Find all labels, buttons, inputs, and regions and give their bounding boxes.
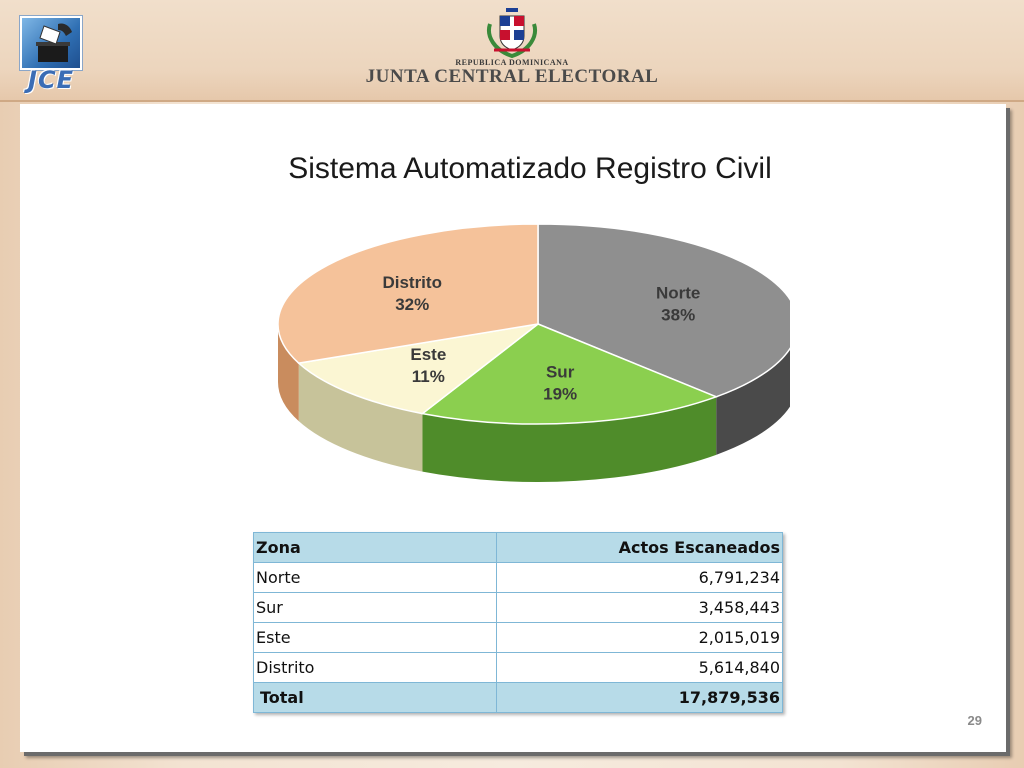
table-row: Este 2,015,019 xyxy=(253,622,783,653)
pie-slice-este xyxy=(297,323,539,415)
pie-percent-distrito: 32% xyxy=(395,295,429,314)
table-row: Distrito 5,614,840 xyxy=(253,652,783,683)
pie-side-sur xyxy=(422,396,717,482)
country-caption: REPUBLICA DOMINICANA xyxy=(455,58,569,67)
row-value: 2,015,019 xyxy=(496,622,783,653)
header-zona: Zona xyxy=(253,532,497,563)
pie-label-distrito: Distrito xyxy=(382,273,442,292)
slide-panel: Sistema Automatizado Registro Civil Nort… xyxy=(20,104,1006,752)
table-total-row: Total 17,879,536 xyxy=(253,682,783,713)
jce-logo: JCE xyxy=(16,14,86,94)
pie-side-distrito xyxy=(278,324,299,422)
row-zone: Sur xyxy=(253,592,497,623)
header-actos-escaneados: Actos Escaneados xyxy=(496,532,783,563)
table-header-row: Zona Actos Escaneados xyxy=(253,532,783,563)
pie-label-este: Este xyxy=(410,345,446,364)
row-zone: Este xyxy=(253,622,497,653)
row-value: 6,791,234 xyxy=(496,562,783,593)
total-value: 17,879,536 xyxy=(496,682,783,713)
table-row: Norte 6,791,234 xyxy=(253,562,783,593)
row-value: 5,614,840 xyxy=(496,652,783,683)
row-value: 3,458,443 xyxy=(496,592,783,623)
pie-label-norte: Norte xyxy=(656,284,700,303)
pie-slice-sur xyxy=(420,323,719,425)
pie-side-este xyxy=(298,363,423,472)
row-zone: Norte xyxy=(253,562,497,593)
pie-chart: Norte 38% Sur 19% Este 11% Distrito 32% xyxy=(277,223,790,482)
ballot-box-icon xyxy=(20,16,82,70)
table-row: Sur 3,458,443 xyxy=(253,592,783,623)
slide-title: Sistema Automatizado Registro Civil xyxy=(288,152,772,185)
page-number: 29 xyxy=(967,713,982,728)
pie-label-sur: Sur xyxy=(546,362,575,381)
header-banner: JCE REPUBLICA DOMINICANA JUNTA CENTRAL E… xyxy=(0,0,1024,102)
pie-slice-distrito xyxy=(277,223,539,364)
jce-logo-text: JCE xyxy=(28,66,74,94)
coat-of-arms-icon xyxy=(484,6,540,59)
pie-slice-norte xyxy=(537,223,790,398)
pie-percent-sur: 19% xyxy=(543,384,577,403)
organization-title: JUNTA CENTRAL ELECTORAL xyxy=(365,66,659,87)
pie-side-norte xyxy=(716,348,790,455)
pie-percent-este: 11% xyxy=(412,367,445,386)
total-label: Total xyxy=(253,682,497,713)
data-table: Zona Actos Escaneados Norte 6,791,234 Su… xyxy=(253,532,783,713)
row-zone: Distrito xyxy=(253,652,497,683)
pie-percent-norte: 38% xyxy=(661,306,695,325)
